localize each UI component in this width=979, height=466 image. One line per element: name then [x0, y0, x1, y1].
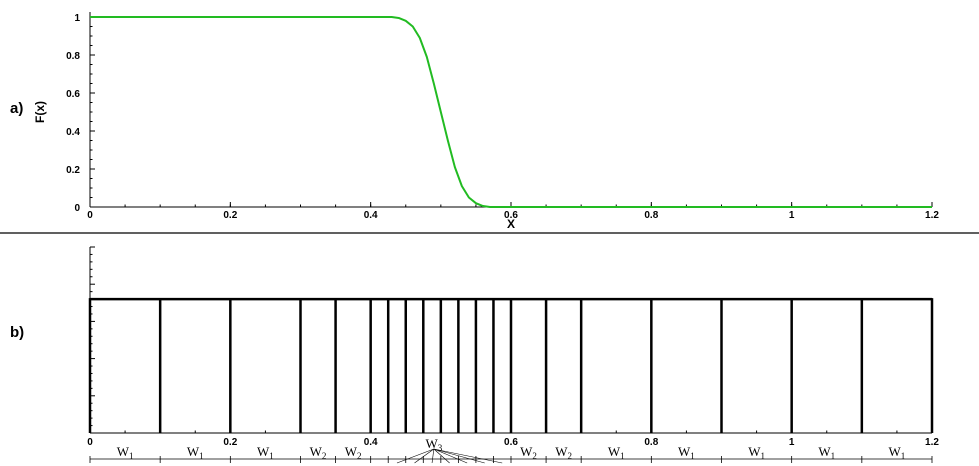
y-axis-label: F(x) [33, 101, 47, 123]
w3-leader-line [433, 448, 503, 464]
x-tick-label: 0.4 [364, 210, 378, 221]
x-tick-label: 1 [789, 210, 795, 221]
panel-b-interval-chart: b) 0 0.2 0.4 0.6 0.8 1 1.2 W1 W1 W1 W2 W2 W2 W2 W1 W1 W… [10, 246, 939, 464]
x-axis-label: X [507, 217, 515, 231]
width-label: W2 [345, 444, 362, 461]
width-label: W1 [117, 444, 134, 461]
y-tick-label: 1 [74, 13, 80, 24]
width-label: W2 [310, 444, 327, 461]
x-tick-label: 0.6 [504, 437, 518, 448]
x-tick-label: 0.8 [644, 437, 658, 448]
x-tick-label: 1 [789, 437, 795, 448]
width-label: W1 [748, 444, 765, 461]
panel-a-ticks: 0 0.2 0.4 0.6 0.8 1 1.2 0 0.2 0.4 0.6 0.8 1 [66, 13, 939, 221]
y-tick-label: 0.2 [66, 165, 80, 176]
width-label: W2 [520, 444, 537, 461]
panel-b-label: b) [10, 324, 24, 341]
y-tick-label: 0.4 [66, 127, 80, 138]
width-label: W1 [257, 444, 274, 461]
panel-a-label: a) [10, 100, 23, 117]
y-tick-label: 0.6 [66, 89, 80, 100]
x-tick-label: 1.2 [925, 437, 939, 448]
x-tick-label: 0 [87, 210, 93, 221]
x-tick-label: 0 [87, 437, 93, 448]
cdf-curve [90, 16, 932, 208]
x-tick-label: 0.2 [223, 437, 237, 448]
y-tick-label: 0 [74, 203, 80, 214]
w3-leader-line [433, 448, 485, 464]
width-label: W1 [818, 444, 835, 461]
width-label: W2 [555, 444, 572, 461]
x-tick-label: 0.6 [504, 210, 518, 221]
panel-b-ticks: 0 0.2 0.4 0.6 0.8 1 1.2 [87, 428, 939, 448]
w3-leader-line [433, 448, 468, 464]
x-tick-label: 0.4 [364, 437, 378, 448]
w3-leader-line [431, 448, 435, 464]
panel-a-line-chart: a) 0 0.2 0.4 0.6 0.8 1 1.2 0 0.2 0.4 0.6 0.8 1 X F(x… [10, 12, 939, 231]
w3-leader-line [433, 448, 450, 464]
width-label: W1 [678, 444, 695, 461]
x-tick-label: 1.2 [925, 210, 939, 221]
w3-leader-line [396, 448, 434, 464]
panel-a-axes [89, 12, 932, 208]
panel-b-bars [88, 297, 934, 433]
width-label: W1 [889, 444, 906, 461]
y-tick-label: 0.8 [66, 51, 80, 62]
width-label: W1 [608, 444, 625, 461]
x-tick-label: 0.8 [644, 210, 658, 221]
width-label: W1 [187, 444, 204, 461]
x-tick-label: 0.2 [223, 210, 237, 221]
w3-leader-line [414, 448, 435, 464]
